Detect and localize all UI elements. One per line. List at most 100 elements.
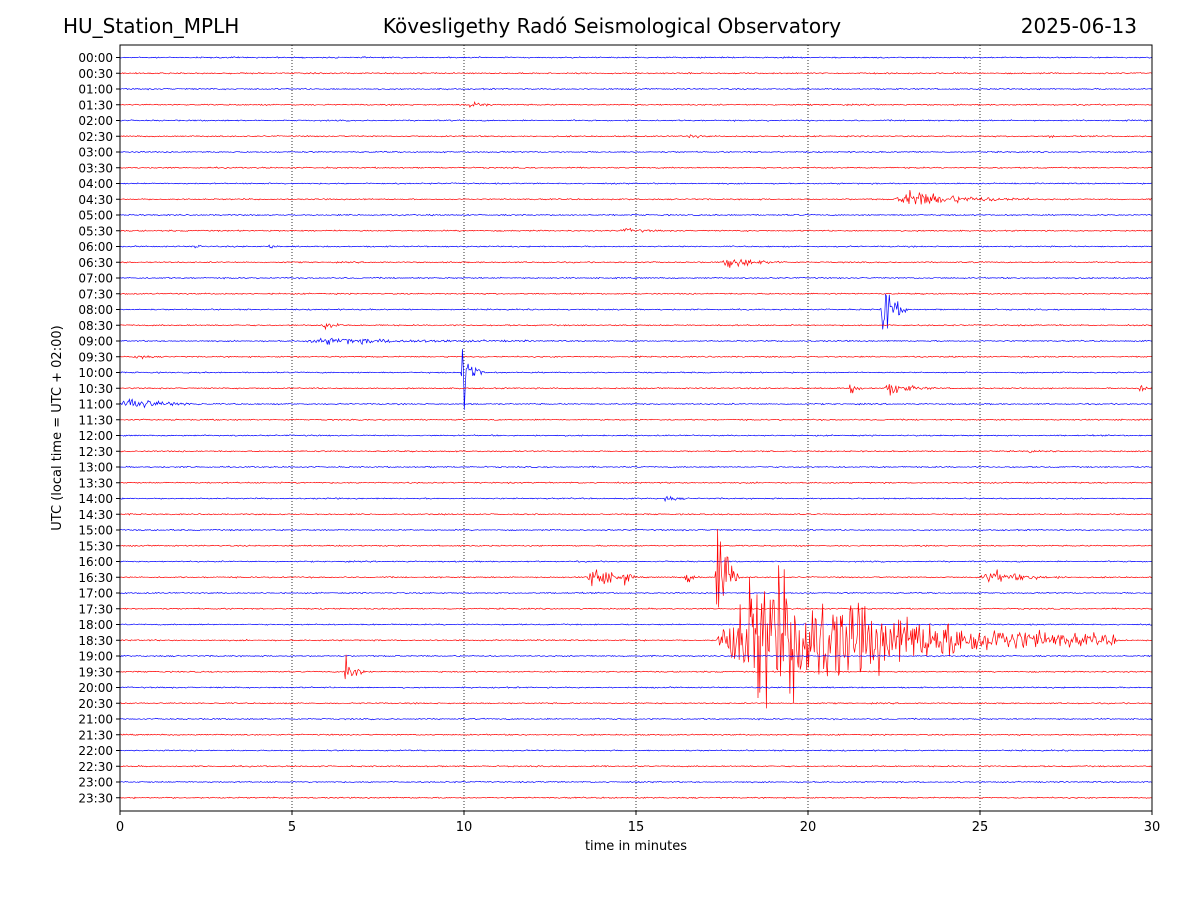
- y-tick-label: 01:00: [78, 83, 113, 97]
- y-tick-label: 20:00: [78, 681, 113, 695]
- trace-1000: [120, 348, 1152, 410]
- y-tick-label: 22:30: [78, 760, 113, 774]
- y-tick-label: 19:30: [78, 665, 113, 679]
- y-tick-label: 16:30: [78, 571, 113, 585]
- date-title: 2025-06-13: [1020, 14, 1137, 38]
- trace-1030: [120, 384, 1152, 396]
- y-tick-label: 21:30: [78, 728, 113, 742]
- y-tick-label: 12:30: [78, 445, 113, 459]
- y-tick-label: 06:30: [78, 256, 113, 270]
- trace-0800: [120, 293, 1152, 330]
- trace-0400: [120, 182, 1152, 185]
- trace-0330: [120, 166, 1152, 169]
- y-tick-label: 17:30: [78, 602, 113, 616]
- trace-1930: [120, 654, 1152, 680]
- trace-1800: [120, 623, 1152, 626]
- y-tick-label: 23:00: [78, 776, 113, 790]
- trace-0700: [120, 276, 1152, 280]
- trace-1230: [120, 449, 1152, 454]
- y-tick-label: 07:00: [78, 272, 113, 286]
- y-tick-label: 05:00: [78, 209, 113, 223]
- y-tick-label: 16:00: [78, 555, 113, 569]
- y-tick-label: 00:00: [78, 51, 113, 65]
- trace-1300: [120, 465, 1152, 469]
- trace-1430: [120, 512, 1152, 516]
- x-axis-ticks: 0 5 10 15 20 25 30: [116, 811, 1160, 835]
- trace-0000: [120, 56, 1152, 59]
- trace-0300: [120, 150, 1152, 154]
- trace-1900: [120, 654, 1152, 658]
- trace-1130: [120, 418, 1152, 422]
- trace-0830: [120, 322, 1152, 331]
- station-title: HU_Station_MPLH: [63, 14, 240, 38]
- y-tick-label: 06:00: [78, 240, 113, 254]
- y-tick-label: 10:00: [78, 366, 113, 380]
- trace-0230: [120, 134, 1152, 139]
- trace-2200: [120, 749, 1152, 752]
- trace-1100: [120, 397, 1152, 409]
- trace-2230: [120, 764, 1152, 768]
- x-tick-label: 0: [116, 820, 124, 835]
- trace-0600: [120, 244, 1152, 249]
- y-tick-label: 03:30: [78, 161, 113, 175]
- y-tick-label: 13:30: [78, 476, 113, 490]
- y-tick-label: 19:00: [78, 650, 113, 664]
- x-tick-label: 5: [288, 820, 296, 835]
- y-tick-label: 14:30: [78, 508, 113, 522]
- y-tick-label: 04:00: [78, 177, 113, 191]
- seismogram-traces: [120, 56, 1152, 800]
- y-tick-label: 11:00: [78, 398, 113, 412]
- observatory-title: Kövesligethy Radó Seismological Observat…: [382, 14, 842, 38]
- x-axis-label: time in minutes: [585, 839, 687, 854]
- y-tick-label: 13:00: [78, 461, 113, 475]
- x-tick-label: 20: [800, 820, 817, 835]
- trace-0030: [120, 71, 1152, 75]
- y-tick-label: 08:30: [78, 319, 113, 333]
- trace-1330: [120, 481, 1152, 485]
- trace-1530: [120, 544, 1152, 547]
- trace-2030: [120, 701, 1152, 705]
- y-tick-label: 02:30: [78, 130, 113, 144]
- y-tick-label: 12:00: [78, 429, 113, 443]
- trace-0130: [120, 100, 1152, 108]
- y-tick-label: 15:30: [78, 539, 113, 553]
- trace-0530: [120, 227, 1152, 233]
- trace-1630: [120, 528, 1152, 608]
- y-tick-label: 18:00: [78, 618, 113, 632]
- trace-1400: [120, 495, 1152, 503]
- trace-1500: [120, 528, 1152, 532]
- trace-0630: [120, 258, 1152, 268]
- trace-0500: [120, 213, 1152, 217]
- y-tick-label: 08:00: [78, 303, 113, 317]
- y-tick-label: 23:30: [78, 791, 113, 805]
- y-tick-label: 10:30: [78, 382, 113, 396]
- trace-1830: [120, 565, 1152, 709]
- trace-2330: [120, 796, 1152, 800]
- trace-1700: [120, 591, 1152, 595]
- trace-2100: [120, 717, 1152, 721]
- y-tick-label: 04:30: [78, 193, 113, 207]
- trace-0200: [120, 119, 1152, 123]
- trace-1730: [120, 607, 1152, 611]
- y-tick-label: 20:30: [78, 697, 113, 711]
- x-tick-label: 30: [1144, 820, 1161, 835]
- y-axis-label: UTC (local time = UTC + 02:00): [50, 325, 65, 530]
- trace-0900: [120, 337, 1152, 346]
- trace-0430: [120, 189, 1152, 205]
- y-tick-label: 18:30: [78, 634, 113, 648]
- y-tick-label: 17:00: [78, 587, 113, 601]
- y-tick-label: 05:30: [78, 224, 113, 238]
- y-tick-label: 21:00: [78, 713, 113, 727]
- trace-0730: [120, 292, 1152, 296]
- x-tick-label: 10: [456, 820, 473, 835]
- x-tick-label: 15: [628, 820, 645, 835]
- trace-0100: [120, 87, 1152, 91]
- trace-2130: [120, 733, 1152, 737]
- y-tick-label: 22:00: [78, 744, 113, 758]
- y-tick-label: 01:30: [78, 98, 113, 112]
- trace-2300: [120, 780, 1152, 784]
- y-tick-label: 14:00: [78, 492, 113, 506]
- y-tick-label: 00:30: [78, 67, 113, 81]
